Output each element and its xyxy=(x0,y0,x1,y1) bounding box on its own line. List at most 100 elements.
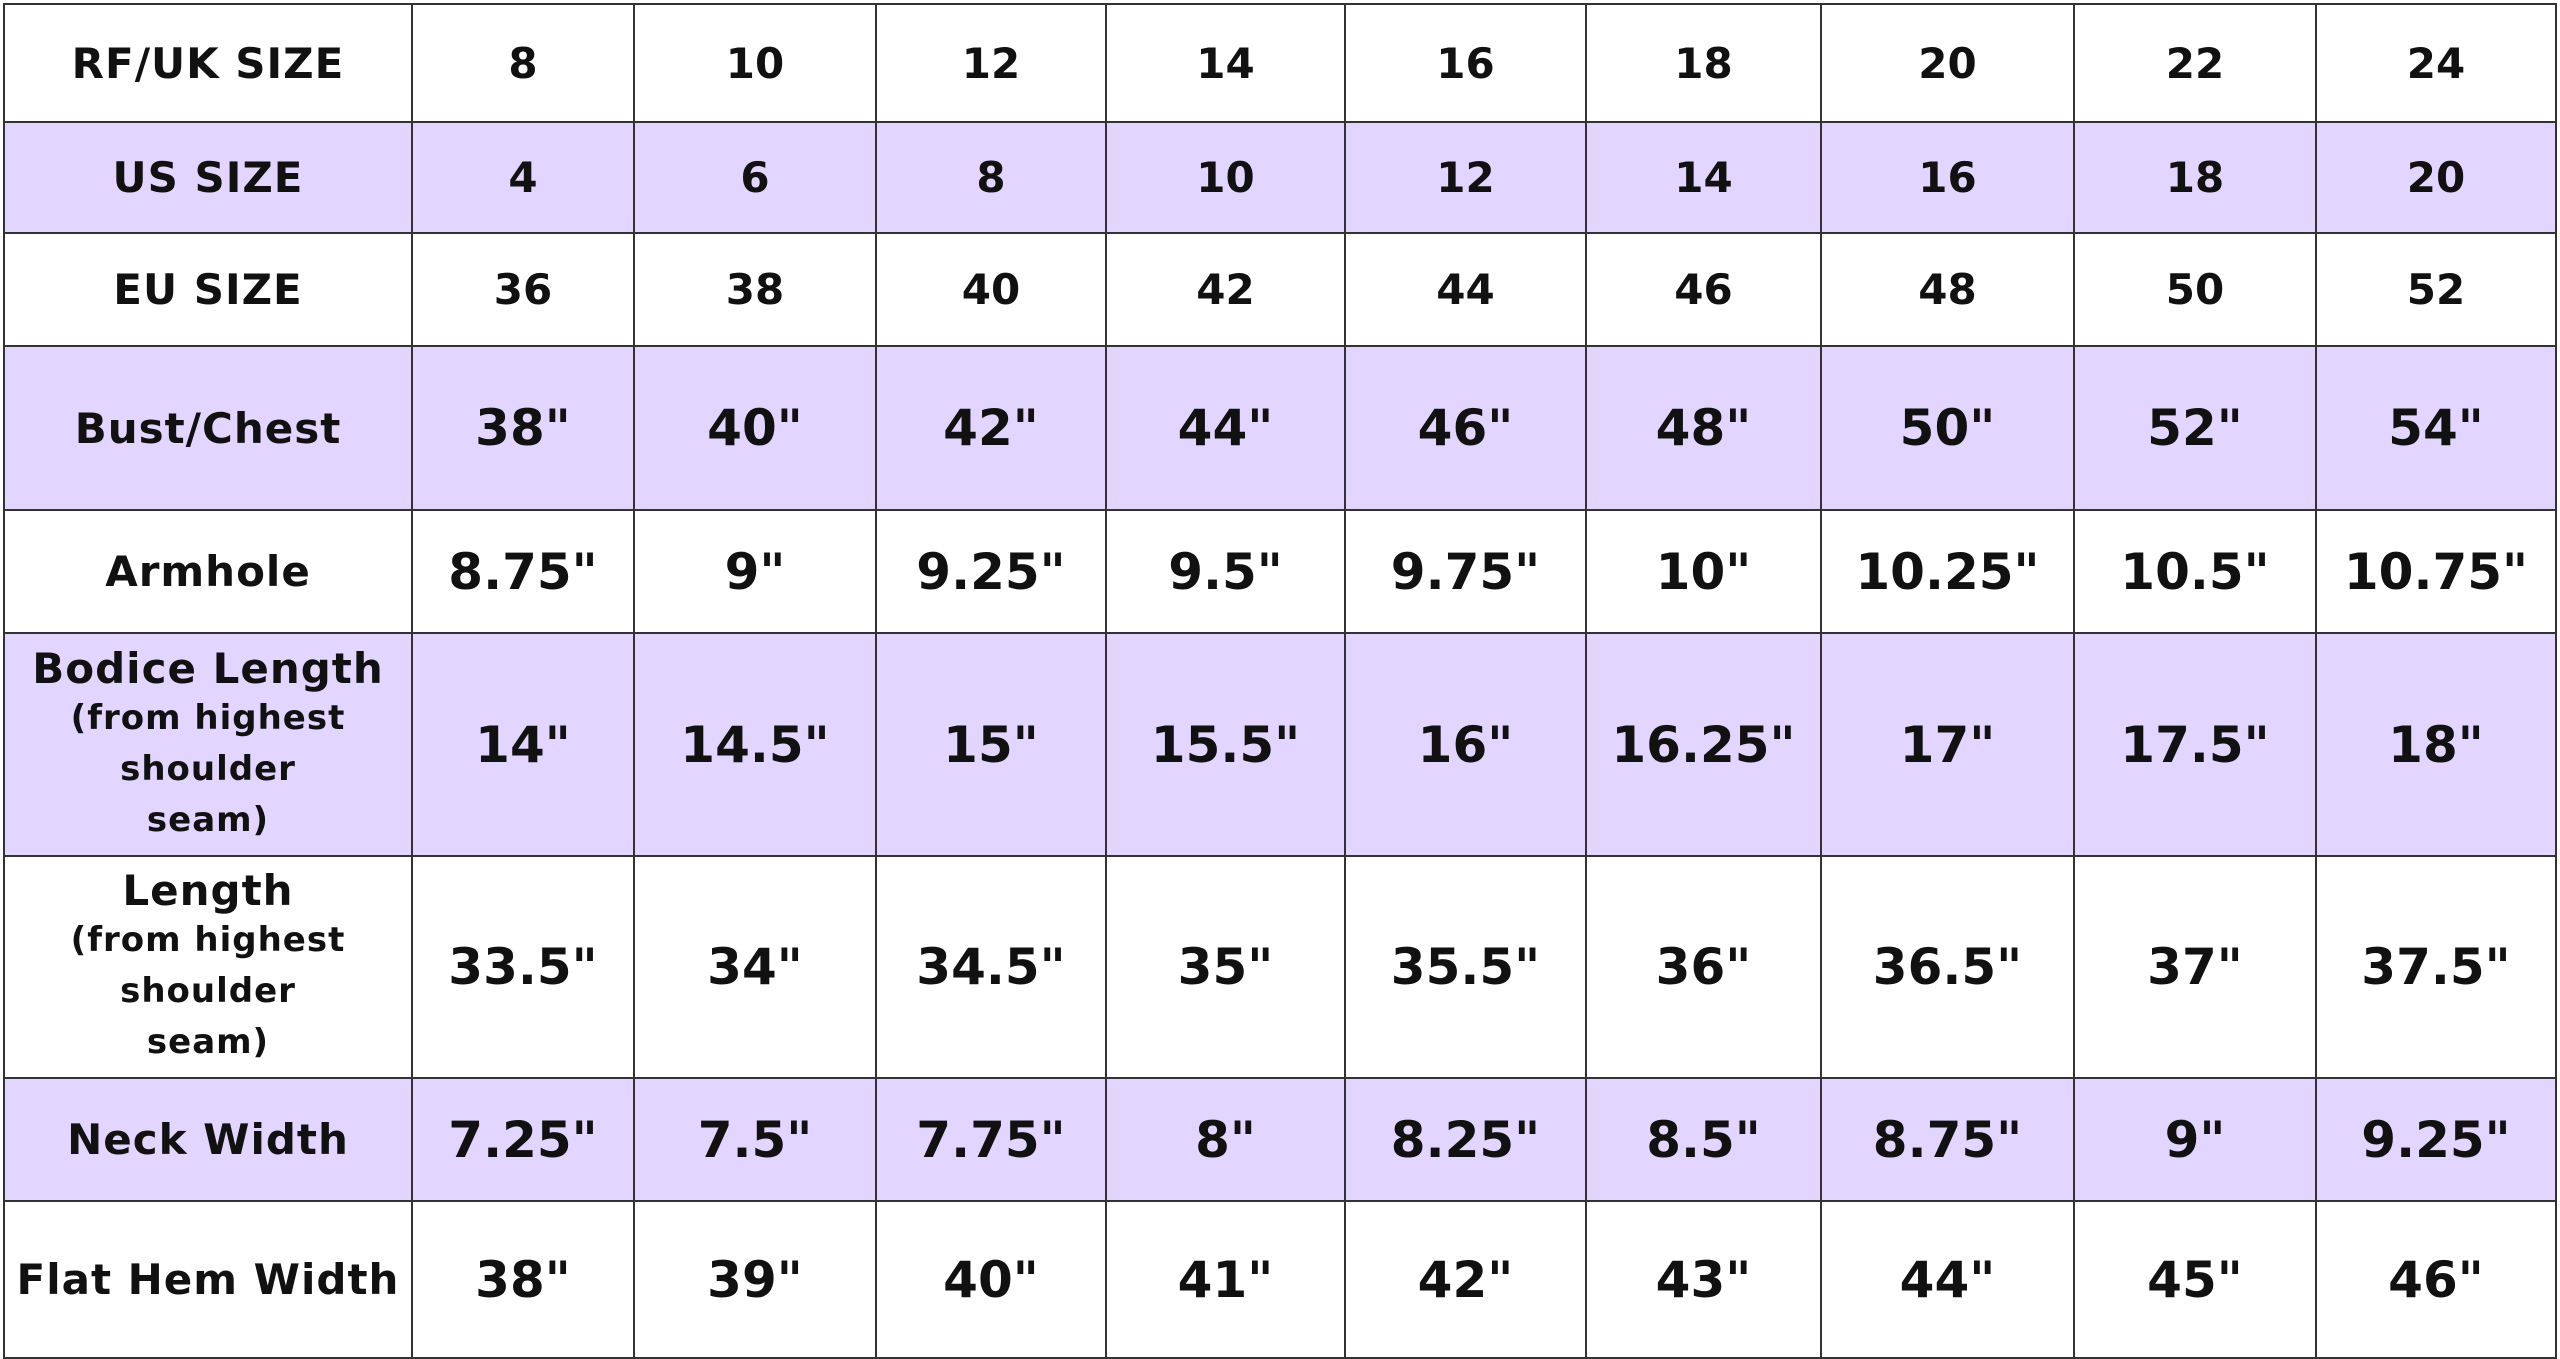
table-cell: 17" xyxy=(1820,632,2075,857)
table-cell: 16.25" xyxy=(1585,632,1822,857)
table-row: Length (from highest shoulder seam) 33.5" 3… xyxy=(3,855,2557,1079)
table-cell: 8 xyxy=(875,121,1107,234)
table-cell: 42 xyxy=(1105,232,1346,347)
table-cell: 52" xyxy=(2073,345,2317,511)
table-cell: 18 xyxy=(2073,121,2317,234)
table-cell: 50 xyxy=(2073,232,2317,347)
table-row: Armhole 8.75" 9" 9.25" 9.5" 9.75" 10" 10.25" 10.… xyxy=(3,509,2557,634)
row-header: Bodice Length (from highest shoulder seam… xyxy=(3,632,413,857)
table-cell: 36.5" xyxy=(1820,855,2075,1079)
table-cell: 9.25" xyxy=(2315,1077,2557,1202)
table-cell: 40" xyxy=(633,345,877,511)
table-cell: 54" xyxy=(2315,345,2557,511)
row-header: EU SIZE xyxy=(3,232,413,347)
table-row: EU SIZE 36 38 40 42 44 46 48 50 52 xyxy=(3,232,2557,347)
table-cell: 24 xyxy=(2315,3,2557,123)
row-label: Flat Hem Width xyxy=(16,1255,400,1304)
table-cell: 44 xyxy=(1344,232,1587,347)
table-cell: 38" xyxy=(411,1200,635,1359)
table-cell: 33.5" xyxy=(411,855,635,1079)
table-cell: 52 xyxy=(2315,232,2557,347)
table-cell: 16" xyxy=(1344,632,1587,857)
table-cell: 44" xyxy=(1105,345,1346,511)
table-cell: 46" xyxy=(2315,1200,2557,1359)
table-cell: 20 xyxy=(2315,121,2557,234)
table-cell: 14 xyxy=(1585,121,1822,234)
row-header: Flat Hem Width xyxy=(3,1200,413,1359)
table-cell: 36 xyxy=(411,232,635,347)
table-cell: 8 xyxy=(411,3,635,123)
table-cell: 14 xyxy=(1105,3,1346,123)
table-cell: 48 xyxy=(1820,232,2075,347)
table-cell: 18" xyxy=(2315,632,2557,857)
table-cell: 9" xyxy=(633,509,877,634)
table-cell: 46 xyxy=(1585,232,1822,347)
table-cell: 40 xyxy=(875,232,1107,347)
table-cell: 16 xyxy=(1344,3,1587,123)
row-header: Neck Width xyxy=(3,1077,413,1202)
table-cell: 50" xyxy=(1820,345,2075,511)
table-cell: 46" xyxy=(1344,345,1587,511)
table-cell: 9.5" xyxy=(1105,509,1346,634)
row-label: Length xyxy=(122,866,294,915)
table-cell: 39" xyxy=(633,1200,877,1359)
row-note: (from highest shoulder seam) xyxy=(70,697,346,840)
table-cell: 35" xyxy=(1105,855,1346,1079)
table-cell: 12 xyxy=(875,3,1107,123)
table-cell: 44" xyxy=(1820,1200,2075,1359)
table-row: Flat Hem Width 38" 39" 40" 41" 42" 43" 44" 45" 46… xyxy=(3,1200,2557,1359)
table-cell: 34.5" xyxy=(875,855,1107,1079)
table-cell: 10.5" xyxy=(2073,509,2317,634)
row-label: US SIZE xyxy=(112,153,304,202)
table-cell: 40" xyxy=(875,1200,1107,1359)
table-cell: 9.75" xyxy=(1344,509,1587,634)
table-row: RF/UK SIZE 8 10 12 14 16 18 20 22 24 xyxy=(3,3,2557,123)
table-cell: 8" xyxy=(1105,1077,1346,1202)
table-row: Neck Width 7.25" 7.5" 7.75" 8" 8.25" 8.5" 8.75"… xyxy=(3,1077,2557,1202)
table-cell: 4 xyxy=(411,121,635,234)
table-cell: 17.5" xyxy=(2073,632,2317,857)
table-cell: 7.75" xyxy=(875,1077,1107,1202)
row-label: Neck Width xyxy=(67,1115,349,1164)
row-label: Armhole xyxy=(105,547,311,596)
table-cell: 14.5" xyxy=(633,632,877,857)
table-cell: 8.25" xyxy=(1344,1077,1587,1202)
table-cell: 42" xyxy=(1344,1200,1587,1359)
table-cell: 38" xyxy=(411,345,635,511)
table-cell: 15" xyxy=(875,632,1107,857)
table-cell: 10.75" xyxy=(2315,509,2557,634)
table-cell: 6 xyxy=(633,121,877,234)
table-cell: 10 xyxy=(1105,121,1346,234)
row-label: RF/UK SIZE xyxy=(71,38,345,88)
table-cell: 8.5" xyxy=(1585,1077,1822,1202)
table-row: Bodice Length (from highest shoulder seam… xyxy=(3,632,2557,857)
table-cell: 7.5" xyxy=(633,1077,877,1202)
row-header: RF/UK SIZE xyxy=(3,3,413,123)
row-header: Bust/Chest xyxy=(3,345,413,511)
row-header: Armhole xyxy=(3,509,413,634)
table-cell: 9.25" xyxy=(875,509,1107,634)
row-header: Length (from highest shoulder seam) xyxy=(3,855,413,1079)
table-cell: 14" xyxy=(411,632,635,857)
table-cell: 36" xyxy=(1585,855,1822,1079)
row-label: Bust/Chest xyxy=(74,403,342,453)
table-cell: 37" xyxy=(2073,855,2317,1079)
table-row: US SIZE 4 6 8 10 12 14 16 18 20 xyxy=(3,121,2557,234)
table-cell: 9" xyxy=(2073,1077,2317,1202)
table-cell: 8.75" xyxy=(411,509,635,634)
table-cell: 8.75" xyxy=(1820,1077,2075,1202)
table-cell: 37.5" xyxy=(2315,855,2557,1079)
table-cell: 7.25" xyxy=(411,1077,635,1202)
table-cell: 10" xyxy=(1585,509,1822,634)
row-label: EU SIZE xyxy=(113,265,303,314)
size-chart: RF/UK SIZE 8 10 12 14 16 18 20 22 24 US SIZE 4 6 8 10 1… xyxy=(3,3,2557,1359)
row-label: Bodice Length xyxy=(32,643,384,693)
table-cell: 41" xyxy=(1105,1200,1346,1359)
table-cell: 22 xyxy=(2073,3,2317,123)
table-cell: 20 xyxy=(1820,3,2075,123)
table-cell: 12 xyxy=(1344,121,1587,234)
row-note: (from highest shoulder seam) xyxy=(70,920,346,1062)
table-cell: 15.5" xyxy=(1105,632,1346,857)
table-cell: 18 xyxy=(1585,3,1822,123)
